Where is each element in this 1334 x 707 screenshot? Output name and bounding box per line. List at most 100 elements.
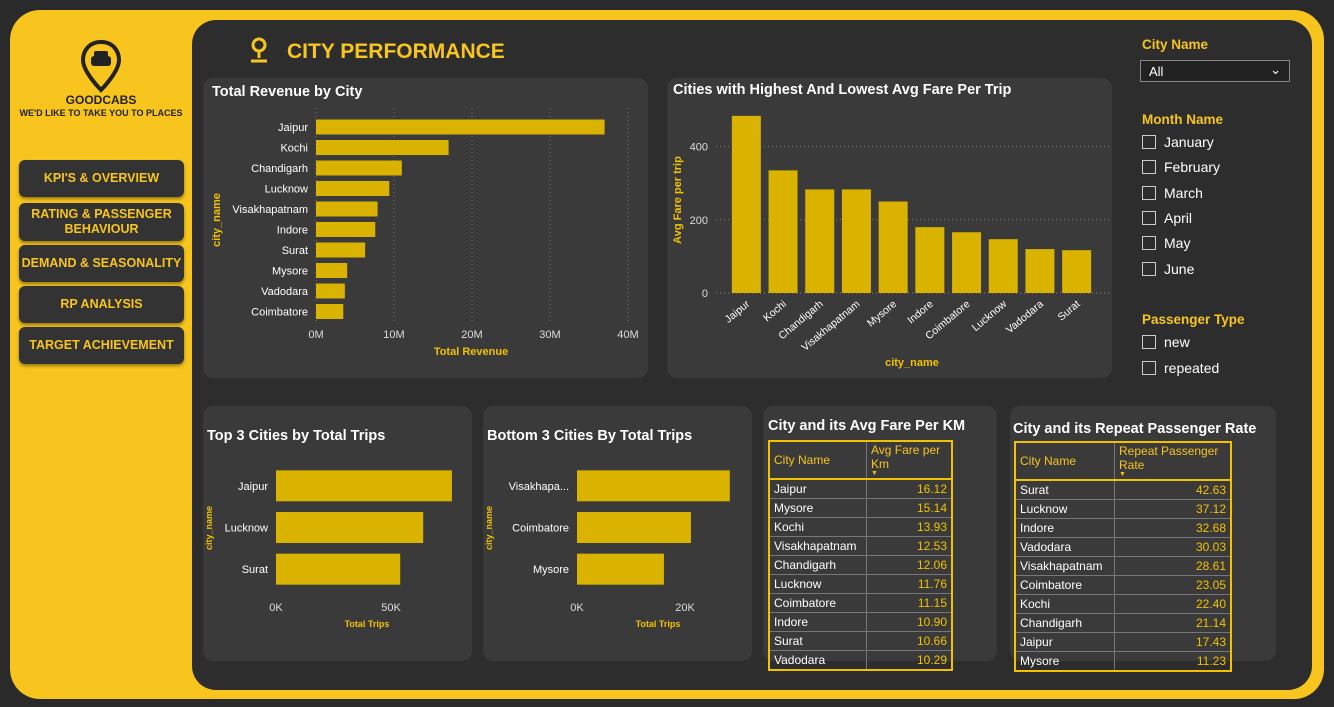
checkbox-option[interactable]: April	[1142, 210, 1192, 226]
header-text: Avg Fare per Km	[871, 443, 941, 471]
table-cell: 28.61	[1114, 556, 1232, 576]
checkbox-option[interactable]: March	[1142, 185, 1203, 201]
table-cell: Coimbatore	[1014, 575, 1115, 595]
table-row: Lucknow 37.12	[1014, 499, 1232, 519]
dropdown-value: All	[1149, 64, 1164, 79]
table-row: Jaipur 16.12	[768, 478, 953, 499]
bar	[276, 470, 452, 502]
nav-button[interactable]: KPI'S & OVERVIEW	[19, 160, 184, 197]
y-tick-label: Kochi	[280, 143, 308, 155]
nav-button[interactable]: RP ANALYSIS	[19, 286, 184, 323]
y-tick-label: Visakhapatnam	[232, 204, 308, 216]
x-tick-label: 0M	[308, 329, 323, 341]
filter-label: City Name	[1142, 37, 1209, 52]
y-axis-label: city_name	[204, 506, 214, 550]
option-label: new	[1164, 334, 1190, 350]
table-cell: Vadodara	[768, 650, 867, 671]
sort-arrow: ▼	[1119, 471, 1126, 478]
y-tick-label: Mysore	[272, 266, 308, 278]
x-tick-label: 0K	[269, 602, 283, 614]
table-cell: 11.15	[866, 593, 953, 613]
data-table: City Name Avg Fare per Km ▼ Jaipur 16.12 Myso…	[768, 440, 953, 671]
y-tick-label: Surat	[242, 564, 268, 576]
checkbox	[1142, 135, 1156, 149]
chart-title: Cities with Highest And Lowest Avg Fare …	[673, 82, 1012, 98]
table-cell: 42.63	[1114, 479, 1232, 500]
bar	[577, 553, 664, 585]
checkbox	[1142, 210, 1156, 225]
table-row: Chandigarh 21.14	[1014, 613, 1232, 633]
x-axis-label: Total Trips	[636, 619, 681, 629]
bar	[768, 170, 798, 293]
table-cell: Visakhapatnam	[1014, 556, 1115, 576]
option-label: February	[1164, 159, 1221, 176]
checkbox-option[interactable]: repeated	[1142, 360, 1219, 376]
table-cell: 13.93	[866, 517, 953, 537]
x-tick-label: 20K	[675, 602, 695, 614]
nav-button[interactable]: RATING & PASSENGER BEHAVIOUR	[19, 203, 184, 241]
column-header[interactable]: City Name	[1014, 441, 1115, 481]
table-cell: 11.23	[1114, 651, 1232, 672]
bar	[276, 512, 424, 543]
header-row: City Name Repeat Passenger Rate ▼	[1014, 441, 1232, 481]
table-cell: 22.40	[1114, 594, 1232, 614]
checkbox-option[interactable]: May	[1142, 235, 1190, 251]
table-cell: Visakhapatnam	[768, 536, 867, 556]
bar	[577, 512, 691, 543]
city-dropdown[interactable]: All ⌄	[1140, 60, 1290, 82]
checkbox-option[interactable]: January	[1142, 134, 1214, 150]
nav-button[interactable]: DEMAND & SEASONALITY	[19, 245, 184, 282]
y-tick-label: Jaipur	[278, 122, 308, 134]
y-tick-label: Mysore	[533, 564, 569, 576]
bar	[915, 227, 945, 293]
table-title: City and its Repeat Passenger Rate	[1013, 421, 1257, 437]
table-cell: Lucknow	[768, 574, 867, 594]
bar	[878, 201, 908, 293]
y-tick-label: 400	[690, 142, 708, 154]
x-tick-label: 10M	[383, 329, 404, 341]
option-label: March	[1164, 184, 1203, 201]
x-tick-label: 20M	[461, 329, 482, 341]
table-cell: Mysore	[768, 498, 867, 518]
table-row: Indore 10.90	[768, 612, 953, 632]
checkbox-option[interactable]: June	[1142, 261, 1194, 277]
table-row: Kochi 13.93	[768, 517, 953, 537]
table-cell: Mysore	[1014, 651, 1115, 672]
data-table: City Name Repeat Passenger Rate ▼ Surat 42.6…	[1014, 441, 1232, 672]
page-title: CITY PERFORMANCE	[287, 40, 505, 63]
y-tick-label: Coimbatore	[251, 307, 308, 319]
table-cell: Coimbatore	[768, 593, 867, 613]
table-cell: 17.43	[1114, 632, 1232, 652]
x-tick-label: Vadodara	[1004, 298, 1046, 336]
table-cell: Jaipur	[1014, 632, 1115, 652]
nav-button[interactable]: TARGET ACHIEVEMENT	[19, 327, 184, 364]
table-cell: Surat	[1014, 479, 1115, 500]
table-row: Vadodara 10.29	[768, 650, 953, 671]
bar	[1025, 249, 1055, 293]
y-tick-label: Coimbatore	[512, 523, 569, 535]
x-tick-label: 50K	[381, 602, 401, 614]
column-header[interactable]: Repeat Passenger Rate ▼	[1114, 441, 1232, 481]
checkbox-option[interactable]: new	[1142, 334, 1190, 350]
option-label: June	[1164, 260, 1195, 277]
table-cell: Surat	[768, 631, 867, 651]
column-header[interactable]: Avg Fare per Km ▼	[866, 440, 953, 480]
checkbox	[1142, 261, 1156, 276]
bar	[988, 239, 1018, 293]
bar	[952, 232, 982, 293]
y-tick-label: Surat	[282, 245, 308, 257]
table-cell: Kochi	[1014, 594, 1115, 614]
table-cell: Lucknow	[1014, 499, 1115, 519]
brand: GOODCABS	[65, 93, 137, 107]
checkbox	[1142, 335, 1156, 349]
x-axis-label: Total Revenue	[434, 346, 508, 358]
y-tick-label: Indore	[277, 225, 308, 237]
y-tick-label: Vadodara	[261, 286, 309, 298]
table-row: Surat 10.66	[768, 631, 953, 651]
column-header[interactable]: City Name	[768, 440, 867, 480]
bar	[316, 181, 390, 196]
table-row: Surat 42.63	[1014, 479, 1232, 500]
checkbox-option[interactable]: February	[1142, 159, 1220, 175]
table-row: Mysore 11.23	[1014, 651, 1232, 672]
